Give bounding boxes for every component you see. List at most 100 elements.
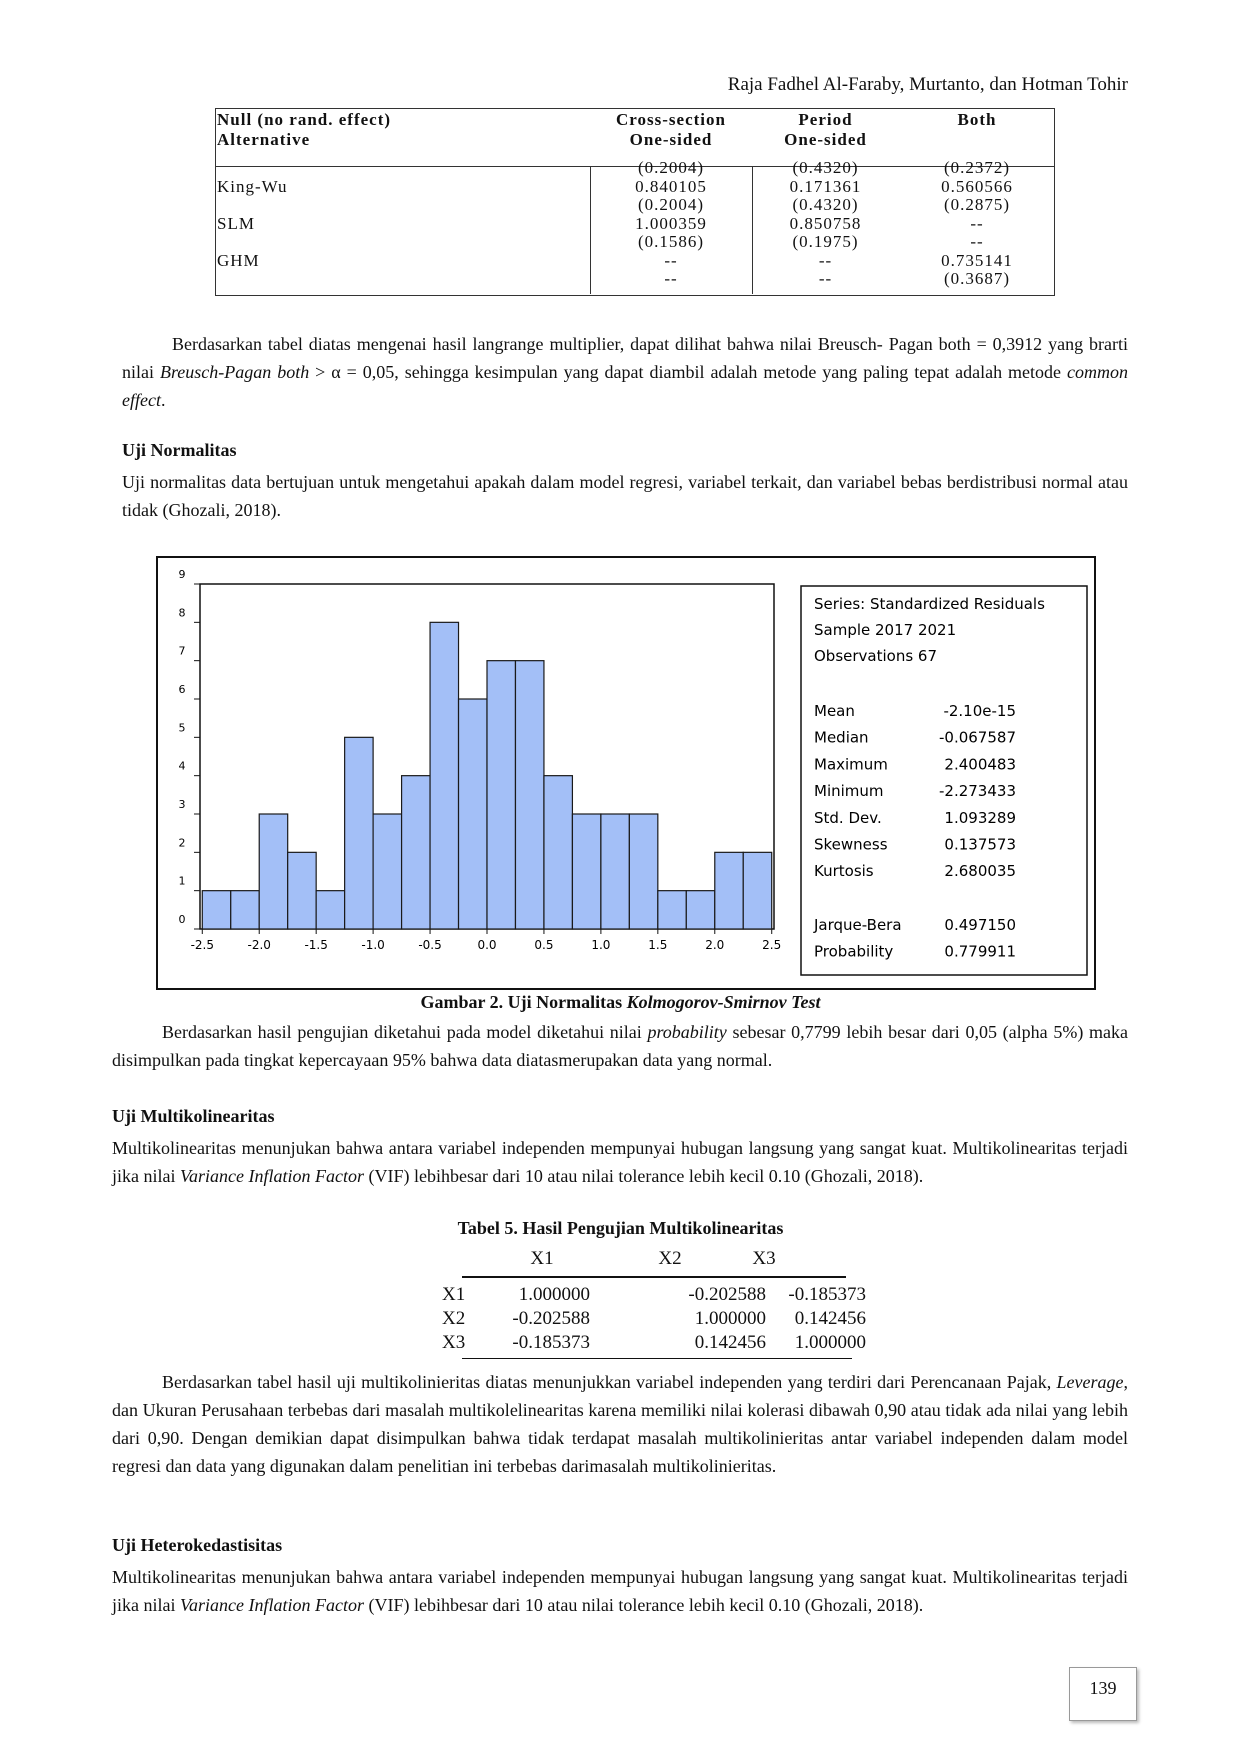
- text-run: , dan Ukuran Perusahaan terbebas dari ma…: [112, 1372, 1128, 1476]
- text-run: (VIF) lebihbesar dari 10 atau nilai tole…: [363, 1595, 924, 1615]
- stats-value: -0.067587: [939, 729, 1016, 747]
- y-tick-label: 3: [179, 798, 186, 811]
- table-header-cell: Period: [798, 110, 853, 129]
- table-cell: 0.142456: [694, 1332, 766, 1353]
- stats-label: Median: [814, 729, 869, 747]
- table-cell: 1.000000: [694, 1308, 766, 1329]
- table-cell: 0.560566: [941, 176, 1013, 196]
- text-run: > α = 0,05, sehingga kesimpulan yang dap…: [309, 362, 1067, 382]
- table-cell: (0.4320): [792, 158, 859, 177]
- text-run: Berdasarkan hasil pengujian diketahui pa…: [162, 1022, 648, 1042]
- x-tick-label: 2.5: [762, 938, 781, 952]
- table-cell: (0.2372): [943, 158, 1011, 177]
- table-row-label: GHM: [217, 250, 260, 270]
- bar: [657, 890, 687, 930]
- y-tick-label: 0: [179, 913, 186, 926]
- table-rule: [215, 166, 1055, 167]
- bar: [201, 890, 232, 930]
- bar: [628, 813, 659, 930]
- stats-value: 0.137573: [944, 836, 1016, 854]
- bar: [287, 851, 317, 930]
- stats-label: Minimum: [814, 782, 884, 800]
- stats-label: Kurtosis: [814, 862, 874, 880]
- x-tick-label: -1.5: [304, 938, 327, 952]
- heading: Uji Heterokedastisitas: [112, 1535, 283, 1555]
- text-run: Berdasarkan tabel diatas mengenai hasil …: [122, 334, 1128, 382]
- bar: [230, 890, 260, 930]
- text-run: Uji normalitas data bertujuan untuk meng…: [122, 472, 1128, 520]
- text-run: sebesar 0,7799 lebih besar dari 0,05 (al…: [112, 1022, 1128, 1070]
- stats-header: Series: Standardized Residuals: [814, 595, 1045, 613]
- table-cell: --: [970, 213, 984, 233]
- stats-label: Jarque-Bera: [813, 916, 902, 934]
- stats-header: Sample 2017 2021: [814, 621, 956, 639]
- table-rule: [590, 166, 591, 294]
- table-cell: --: [818, 269, 833, 288]
- text-run: Leverage: [1056, 1372, 1124, 1392]
- y-tick-label: 7: [179, 645, 186, 658]
- bar: [600, 813, 630, 930]
- histogram-chart: 0 1 2 3 4 5 6 7 8 9 -2.5 -2.0 -1.5 -1.0 -0.5 0.0 0.5 1.0 1…: [179, 568, 1088, 976]
- x-tick-label: -1.0: [361, 938, 384, 952]
- paragraph: Berdasarkan hasil pengujian diketahui pa…: [112, 1018, 1128, 1074]
- heading: Uji Multikolinearitas: [112, 1106, 275, 1126]
- table-cell: 0.735141: [941, 250, 1013, 270]
- text-run: Variance Inflation Factor: [179, 1595, 364, 1615]
- x-tick-label: 1.0: [591, 938, 610, 952]
- stats-box: [800, 585, 1088, 976]
- bar: [400, 775, 431, 930]
- stats-value: 0.779911: [944, 943, 1016, 961]
- text-run: Multikolinearitas menunjukan bahwa antar…: [112, 1567, 1128, 1615]
- table-cell: 1.000000: [518, 1284, 590, 1305]
- text-run: Gambar 2. Uji Normalitas: [420, 992, 627, 1012]
- stats-value: 1.093289: [944, 809, 1016, 827]
- figure: 0 1 2 3 4 5 6 7 8 9 -2.5 -2.0 -1.5 -1.0 -0.5 0.0 0.5 1.0 1…: [156, 556, 1096, 990]
- table-cell: 0.850758: [789, 213, 862, 233]
- table-header-cell: One-sided: [784, 130, 867, 149]
- text-run: Breusch-Pagan both: [159, 362, 310, 382]
- bar: [258, 813, 289, 930]
- table-cell: (0.1975): [792, 232, 859, 251]
- table-cell: --: [664, 269, 678, 288]
- x-tick-label: 1.5: [648, 938, 667, 952]
- y-tick-label: 9: [179, 568, 186, 581]
- stats-value: 2.680035: [944, 862, 1016, 880]
- bar: [685, 890, 716, 930]
- table-header-cell: Cross-section: [616, 110, 726, 129]
- text-run: Kolmogorov-Smirnov Test: [626, 992, 821, 1012]
- table-header-cell: X1: [530, 1248, 554, 1269]
- table-row-label: X2: [442, 1308, 466, 1329]
- table-rule: [462, 1358, 852, 1359]
- table-header-cell: Null (no rand. effect): [217, 110, 392, 129]
- x-tick-label: -2.0: [248, 938, 271, 952]
- table-cell: -0.202588: [512, 1308, 590, 1329]
- bar: [571, 813, 602, 930]
- table-header-cell: Both: [957, 110, 997, 129]
- table-cell: 0.840105: [635, 176, 707, 196]
- x-tick-label: 0.5: [534, 938, 553, 952]
- table-cell: --: [664, 250, 678, 270]
- bar: [543, 775, 574, 930]
- bar: [429, 621, 460, 930]
- table-cell: -0.185373: [788, 1284, 866, 1305]
- table-row-label: King-Wu: [217, 176, 288, 196]
- table-cell: (0.2875): [943, 195, 1011, 214]
- table-cell: (0.2004): [637, 195, 705, 214]
- table-cell: 1.000000: [794, 1332, 866, 1353]
- table-row-label: X1: [442, 1284, 466, 1305]
- bar: [514, 660, 545, 930]
- stats-label: Maximum: [814, 755, 888, 773]
- stats-value: 2.400483: [944, 755, 1016, 773]
- table-cell: (0.2004): [637, 158, 705, 177]
- page-number: 139: [1069, 1667, 1137, 1721]
- stats-value: 0.497150: [944, 916, 1016, 934]
- bar: [714, 851, 744, 930]
- table: Null (no rand. effect) Alternative Cross-s…: [215, 108, 1055, 296]
- y-tick-label: 4: [179, 760, 186, 773]
- table-cell: 1.000359: [635, 213, 707, 233]
- table-header-cell: Alternative: [217, 130, 311, 149]
- x-tick-label: 0.0: [477, 938, 496, 952]
- y-tick-label: 2: [179, 836, 186, 849]
- text-run: (VIF) lebihbesar dari 10 atau nilai tole…: [363, 1166, 924, 1186]
